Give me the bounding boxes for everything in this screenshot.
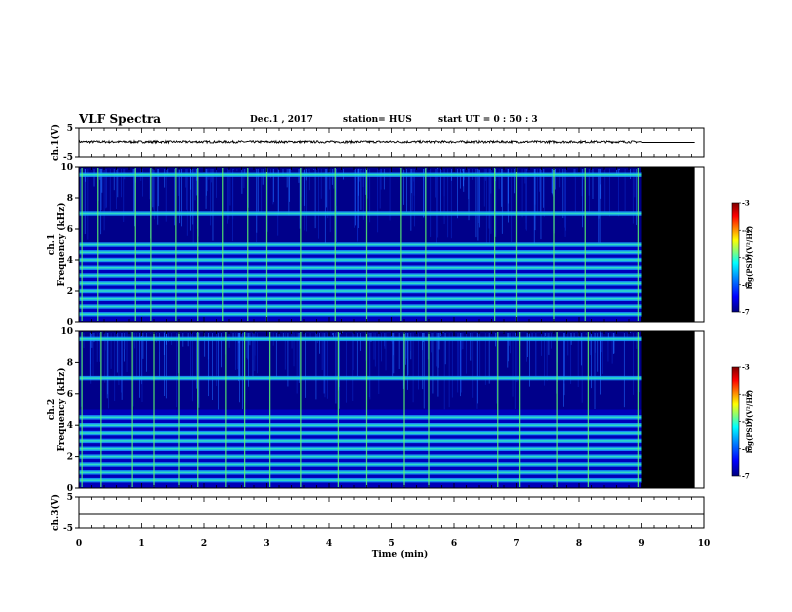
x-tick-label: 5 <box>388 539 394 549</box>
spectrogram-band-core <box>79 259 642 261</box>
colorbar-tick-label: -3 <box>742 199 750 208</box>
ch3-waveform-panel: 5 -5ch.3(V) <box>50 493 705 534</box>
ch1-waveform-panel: 5 -5ch.1(V) <box>50 124 705 163</box>
y-tick-label: 10 <box>60 163 73 173</box>
spectrogram-band-core <box>79 290 642 292</box>
y-tick-label: 10 <box>60 327 73 337</box>
spectrogram-band-core <box>79 243 642 246</box>
x-axis-label: Time (min) <box>372 549 429 560</box>
x-tick-label: 3 <box>263 539 269 549</box>
colorbar-tick-label: -4 <box>742 226 750 235</box>
y-tick-label: -5 <box>63 153 73 163</box>
spectrogram-band-core <box>79 479 642 481</box>
header-station: station= HUS <box>343 115 412 125</box>
colorbar-tick-label: -4 <box>742 390 750 399</box>
colorbar <box>731 202 740 313</box>
y-axis-label-line: Frequency (kHz) <box>56 367 67 451</box>
spectrogram-band-core <box>79 305 642 308</box>
spectrogram-band-core <box>79 173 642 176</box>
spectrogram-band-core <box>79 282 642 285</box>
y-axis-label-line: ch.1 <box>47 234 57 255</box>
x-tick-label: 4 <box>326 539 332 549</box>
header-start-time: start UT = 0 : 50 : 3 <box>438 115 538 125</box>
figure-title: VLF Spectra <box>78 112 161 126</box>
y-axis-label-line: Frequency (kHz) <box>56 202 67 286</box>
spectrogram-band-core <box>79 440 642 442</box>
spectrogram-band-core <box>79 313 642 316</box>
y-tick-label: -5 <box>63 524 73 534</box>
colorbar-tick-label: -5 <box>742 417 750 426</box>
x-tick-label: 6 <box>451 539 457 549</box>
y-axis-label-line: ch.3(V) <box>50 494 61 531</box>
spectrogram-band-core <box>79 471 642 474</box>
no-data-region <box>641 331 695 488</box>
colorbar-tick-label: -7 <box>742 472 750 481</box>
ch1-spectrogram-panel: -3 -4 -5 -6 -7 log(PSD)(V²/Hz) 0 2 4 6 8 10 ch.1Freq… <box>47 163 754 328</box>
spectrogram-band-core <box>79 377 642 379</box>
spectrogram-band-core <box>79 416 642 419</box>
spectrogram-band-core <box>79 455 642 458</box>
x-tick-label: 0 <box>76 539 82 549</box>
x-tick-label: 1 <box>138 539 144 549</box>
colorbar-label: log(PSD)(V²/Hz) <box>745 390 754 454</box>
y-axis-label: ch.1(V) <box>50 124 61 161</box>
waveform-trace <box>78 139 642 145</box>
x-tick-label: 10 <box>698 539 711 549</box>
y-axis-label-line: ch.2 <box>47 399 57 420</box>
x-tick-label: 2 <box>201 539 207 549</box>
spectrogram-band-core <box>79 297 642 300</box>
colorbar-tick-label: -7 <box>742 308 750 317</box>
spectrogram-band-core <box>79 447 642 450</box>
x-tick-label: 9 <box>638 539 644 549</box>
y-tick-label: 2 <box>67 453 73 463</box>
y-axis-label: ch.1Frequency (kHz) <box>47 202 67 286</box>
colorbar-tick-label: -6 <box>742 280 750 289</box>
spectrogram-band-core <box>79 338 642 340</box>
colorbar-tick-label: -3 <box>742 363 750 372</box>
time-axis: 0 1 2 3 4 5 6 7 8 9 10 <box>76 539 710 549</box>
header-date: Dec.1 , 2017 <box>250 115 313 125</box>
ch2-spectrogram-panel: -3 -4 -5 -6 -7 log(PSD)(V²/Hz) 0 2 4 6 8 10 ch.2Freq… <box>47 327 754 494</box>
y-tick-label: 4 <box>67 421 73 431</box>
spectrogram-band-core <box>79 463 642 466</box>
colorbar-tick-label: -5 <box>742 253 750 262</box>
y-tick-label: 5 <box>67 493 73 503</box>
y-axis-label-line: ch.1(V) <box>50 124 61 161</box>
spectrogram-band-core <box>79 251 642 254</box>
spectrogram-band-core <box>79 274 642 277</box>
y-tick-label: 5 <box>67 124 73 134</box>
y-tick-label: 2 <box>67 287 73 297</box>
spectrogram-band-core <box>79 266 642 269</box>
y-tick-label: 6 <box>67 390 73 400</box>
y-tick-label: 8 <box>67 358 73 368</box>
colorbar-label: log(PSD)(V²/Hz) <box>745 226 754 290</box>
y-axis-label: ch.3(V) <box>50 494 61 531</box>
y-tick-label: 4 <box>67 256 73 266</box>
x-tick-label: 7 <box>513 539 519 549</box>
colorbar-tick-label: -6 <box>742 444 750 453</box>
colorbar <box>731 366 740 477</box>
x-tick-label: 8 <box>576 539 582 549</box>
no-data-region <box>641 167 695 322</box>
y-tick-label: 0 <box>67 484 73 494</box>
spectrogram-band-core <box>79 212 642 215</box>
spectrogram-band-core <box>79 424 642 426</box>
y-tick-label: 0 <box>67 318 73 328</box>
spectrogram-band-core <box>79 432 642 434</box>
y-axis-label: ch.2Frequency (kHz) <box>47 367 67 451</box>
y-tick-label: 6 <box>67 225 73 235</box>
y-tick-label: 8 <box>67 194 73 204</box>
